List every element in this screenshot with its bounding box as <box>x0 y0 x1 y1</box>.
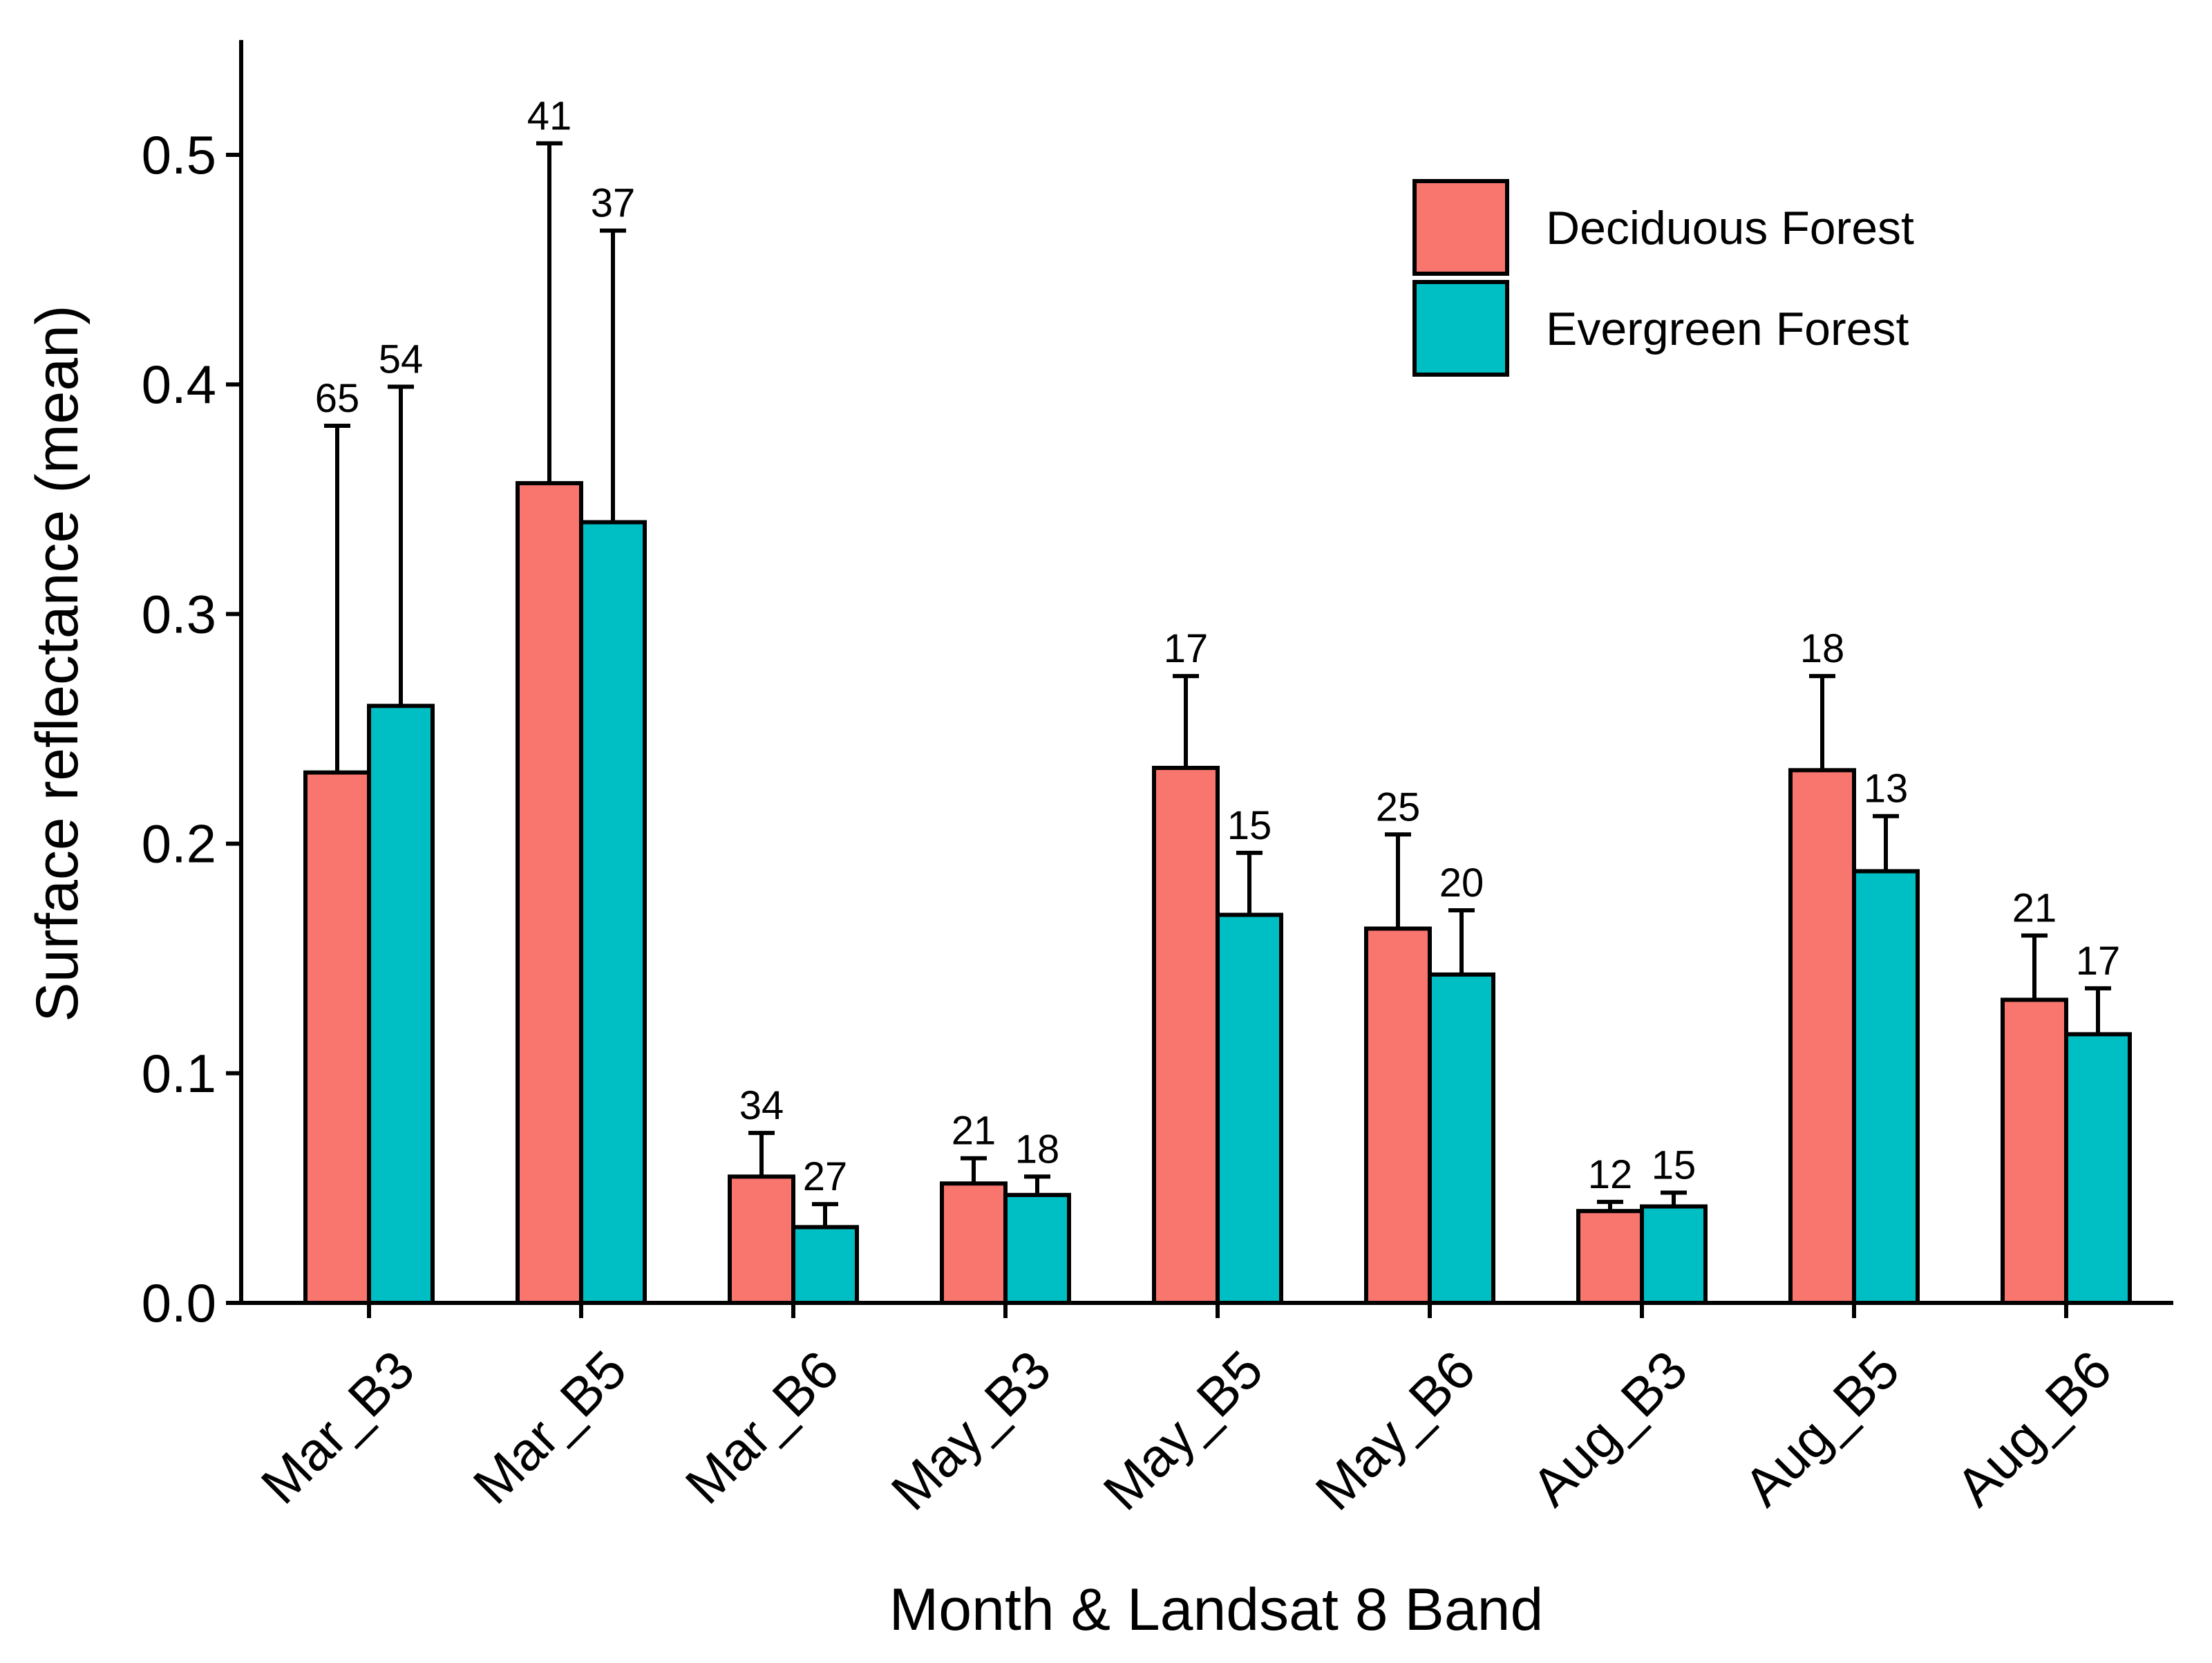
bar-deciduous-aug-b3 <box>1576 1209 1644 1305</box>
legend-label-deciduous: Deciduous Forest <box>1546 202 1914 254</box>
bar-deciduous-aug-b6 <box>2001 997 2068 1305</box>
legend: Deciduous Forest Evergreen Forest <box>1412 179 1914 377</box>
x-tick-label: May_B6 <box>1304 1339 1487 1522</box>
legend-label-evergreen: Evergreen Forest <box>1546 303 1909 355</box>
sample-size-label: 15 <box>1652 1143 1696 1188</box>
sample-size-label: 37 <box>591 181 636 226</box>
sample-size-label: 25 <box>1376 784 1421 829</box>
bar-evergreen-aug-b3 <box>1640 1204 1708 1305</box>
bar-deciduous-may-b6 <box>1364 926 1432 1306</box>
y-tick-label: 0.3 <box>142 583 216 644</box>
x-tick-label: Aug_B5 <box>1732 1339 1911 1518</box>
plot-area: 65 54 41 37 34 27 21 18 17 15 25 20 12 15 18 13 21 17 <box>303 93 2132 1306</box>
bar-evergreen-mar-b3 <box>367 704 435 1305</box>
y-axis-title: Surface reflectance (mean) <box>24 305 91 1022</box>
legend-swatch-evergreen <box>1412 280 1509 377</box>
sample-size-label: 27 <box>803 1154 848 1199</box>
sample-size-label: 20 <box>1439 861 1484 905</box>
sample-size-label: 17 <box>1164 626 1209 671</box>
x-tick-label: Aug_B6 <box>1945 1339 2124 1518</box>
sample-size-label: 21 <box>952 1109 996 1154</box>
sample-size-label: 17 <box>2076 939 2121 984</box>
x-tick-label: Mar_B3 <box>249 1339 426 1515</box>
sample-size-label: 12 <box>1588 1152 1633 1197</box>
legend-swatch-deciduous <box>1412 179 1509 276</box>
bar-deciduous-mar-b5 <box>516 481 583 1305</box>
bar-deciduous-may-b5 <box>1152 765 1220 1305</box>
sample-size-label: 41 <box>527 93 572 138</box>
sample-size-label: 18 <box>1800 626 1845 671</box>
bar-deciduous-mar-b3 <box>303 770 371 1306</box>
sample-size-label: 34 <box>739 1083 784 1128</box>
x-tick-label: Aug_B3 <box>1520 1339 1699 1518</box>
bar-evergreen-aug-b5 <box>1852 869 1920 1305</box>
sample-size-label: 15 <box>1227 803 1272 848</box>
sample-size-label: 54 <box>379 337 424 382</box>
sample-size-label: 21 <box>2012 885 2057 930</box>
sample-size-label: 65 <box>315 376 360 421</box>
bar-evergreen-may-b5 <box>1216 912 1283 1306</box>
bar-evergreen-may-b6 <box>1428 972 1495 1305</box>
y-tick-label: 0.2 <box>142 814 216 874</box>
x-tick-label: May_B3 <box>880 1339 1063 1522</box>
bar-evergreen-aug-b6 <box>2064 1032 2132 1306</box>
y-tick-label: 0.4 <box>142 354 216 415</box>
x-tick-label: Mar_B5 <box>462 1339 638 1515</box>
bar-deciduous-mar-b6 <box>728 1174 795 1306</box>
bar-deciduous-aug-b5 <box>1788 768 1856 1305</box>
sample-size-label: 18 <box>1015 1127 1060 1172</box>
y-tick-label: 0.0 <box>142 1272 216 1333</box>
x-axis-title: Month & Landsat 8 Band <box>889 1577 1544 1643</box>
y-tick-label: 0.1 <box>142 1043 216 1104</box>
bar-evergreen-mar-b5 <box>579 520 647 1305</box>
bar-evergreen-mar-b6 <box>791 1225 859 1306</box>
bar-deciduous-may-b3 <box>940 1181 1008 1305</box>
x-tick-label: May_B5 <box>1092 1339 1275 1522</box>
bar-evergreen-may-b3 <box>1003 1192 1071 1305</box>
x-tick-label: Mar_B6 <box>674 1339 850 1515</box>
sample-size-label: 13 <box>1864 767 1909 811</box>
y-tick-label: 0.5 <box>142 124 216 185</box>
